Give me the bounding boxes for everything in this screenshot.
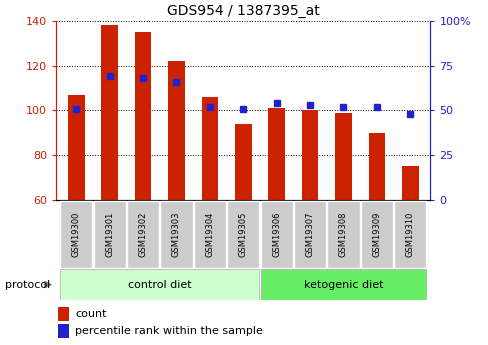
Bar xyxy=(60,269,259,300)
Bar xyxy=(135,32,151,200)
FancyBboxPatch shape xyxy=(327,201,359,268)
Bar xyxy=(260,269,426,300)
Bar xyxy=(168,61,184,200)
Text: GSM19307: GSM19307 xyxy=(305,212,314,257)
Bar xyxy=(401,167,418,200)
Text: GSM19306: GSM19306 xyxy=(272,212,281,257)
Text: GSM19308: GSM19308 xyxy=(338,212,347,257)
Title: GDS954 / 1387395_at: GDS954 / 1387395_at xyxy=(166,4,319,18)
Bar xyxy=(68,95,84,200)
FancyBboxPatch shape xyxy=(293,201,325,268)
Text: GSM19304: GSM19304 xyxy=(205,212,214,257)
Bar xyxy=(301,110,318,200)
Text: GSM19302: GSM19302 xyxy=(138,212,147,257)
FancyBboxPatch shape xyxy=(127,201,159,268)
Text: count: count xyxy=(75,309,106,319)
FancyBboxPatch shape xyxy=(94,201,125,268)
Text: GSM19303: GSM19303 xyxy=(172,212,181,257)
Text: GSM19305: GSM19305 xyxy=(238,212,247,257)
Text: GSM19309: GSM19309 xyxy=(372,212,381,257)
Text: protocol: protocol xyxy=(5,280,50,289)
Bar xyxy=(201,97,218,200)
Bar xyxy=(368,133,385,200)
Bar xyxy=(58,324,69,338)
FancyBboxPatch shape xyxy=(360,201,392,268)
FancyBboxPatch shape xyxy=(160,201,192,268)
Bar xyxy=(334,113,351,200)
Bar xyxy=(234,124,251,200)
Bar xyxy=(58,307,69,321)
Text: GSM19301: GSM19301 xyxy=(105,212,114,257)
FancyBboxPatch shape xyxy=(260,201,292,268)
FancyBboxPatch shape xyxy=(60,201,92,268)
FancyBboxPatch shape xyxy=(393,201,426,268)
Bar xyxy=(268,108,285,200)
Text: GSM19310: GSM19310 xyxy=(405,212,414,257)
Text: ketogenic diet: ketogenic diet xyxy=(303,280,383,289)
FancyBboxPatch shape xyxy=(227,201,259,268)
Text: control diet: control diet xyxy=(128,280,191,289)
Bar xyxy=(101,25,118,200)
Text: percentile rank within the sample: percentile rank within the sample xyxy=(75,326,262,336)
Text: GSM19300: GSM19300 xyxy=(72,212,81,257)
FancyBboxPatch shape xyxy=(193,201,225,268)
